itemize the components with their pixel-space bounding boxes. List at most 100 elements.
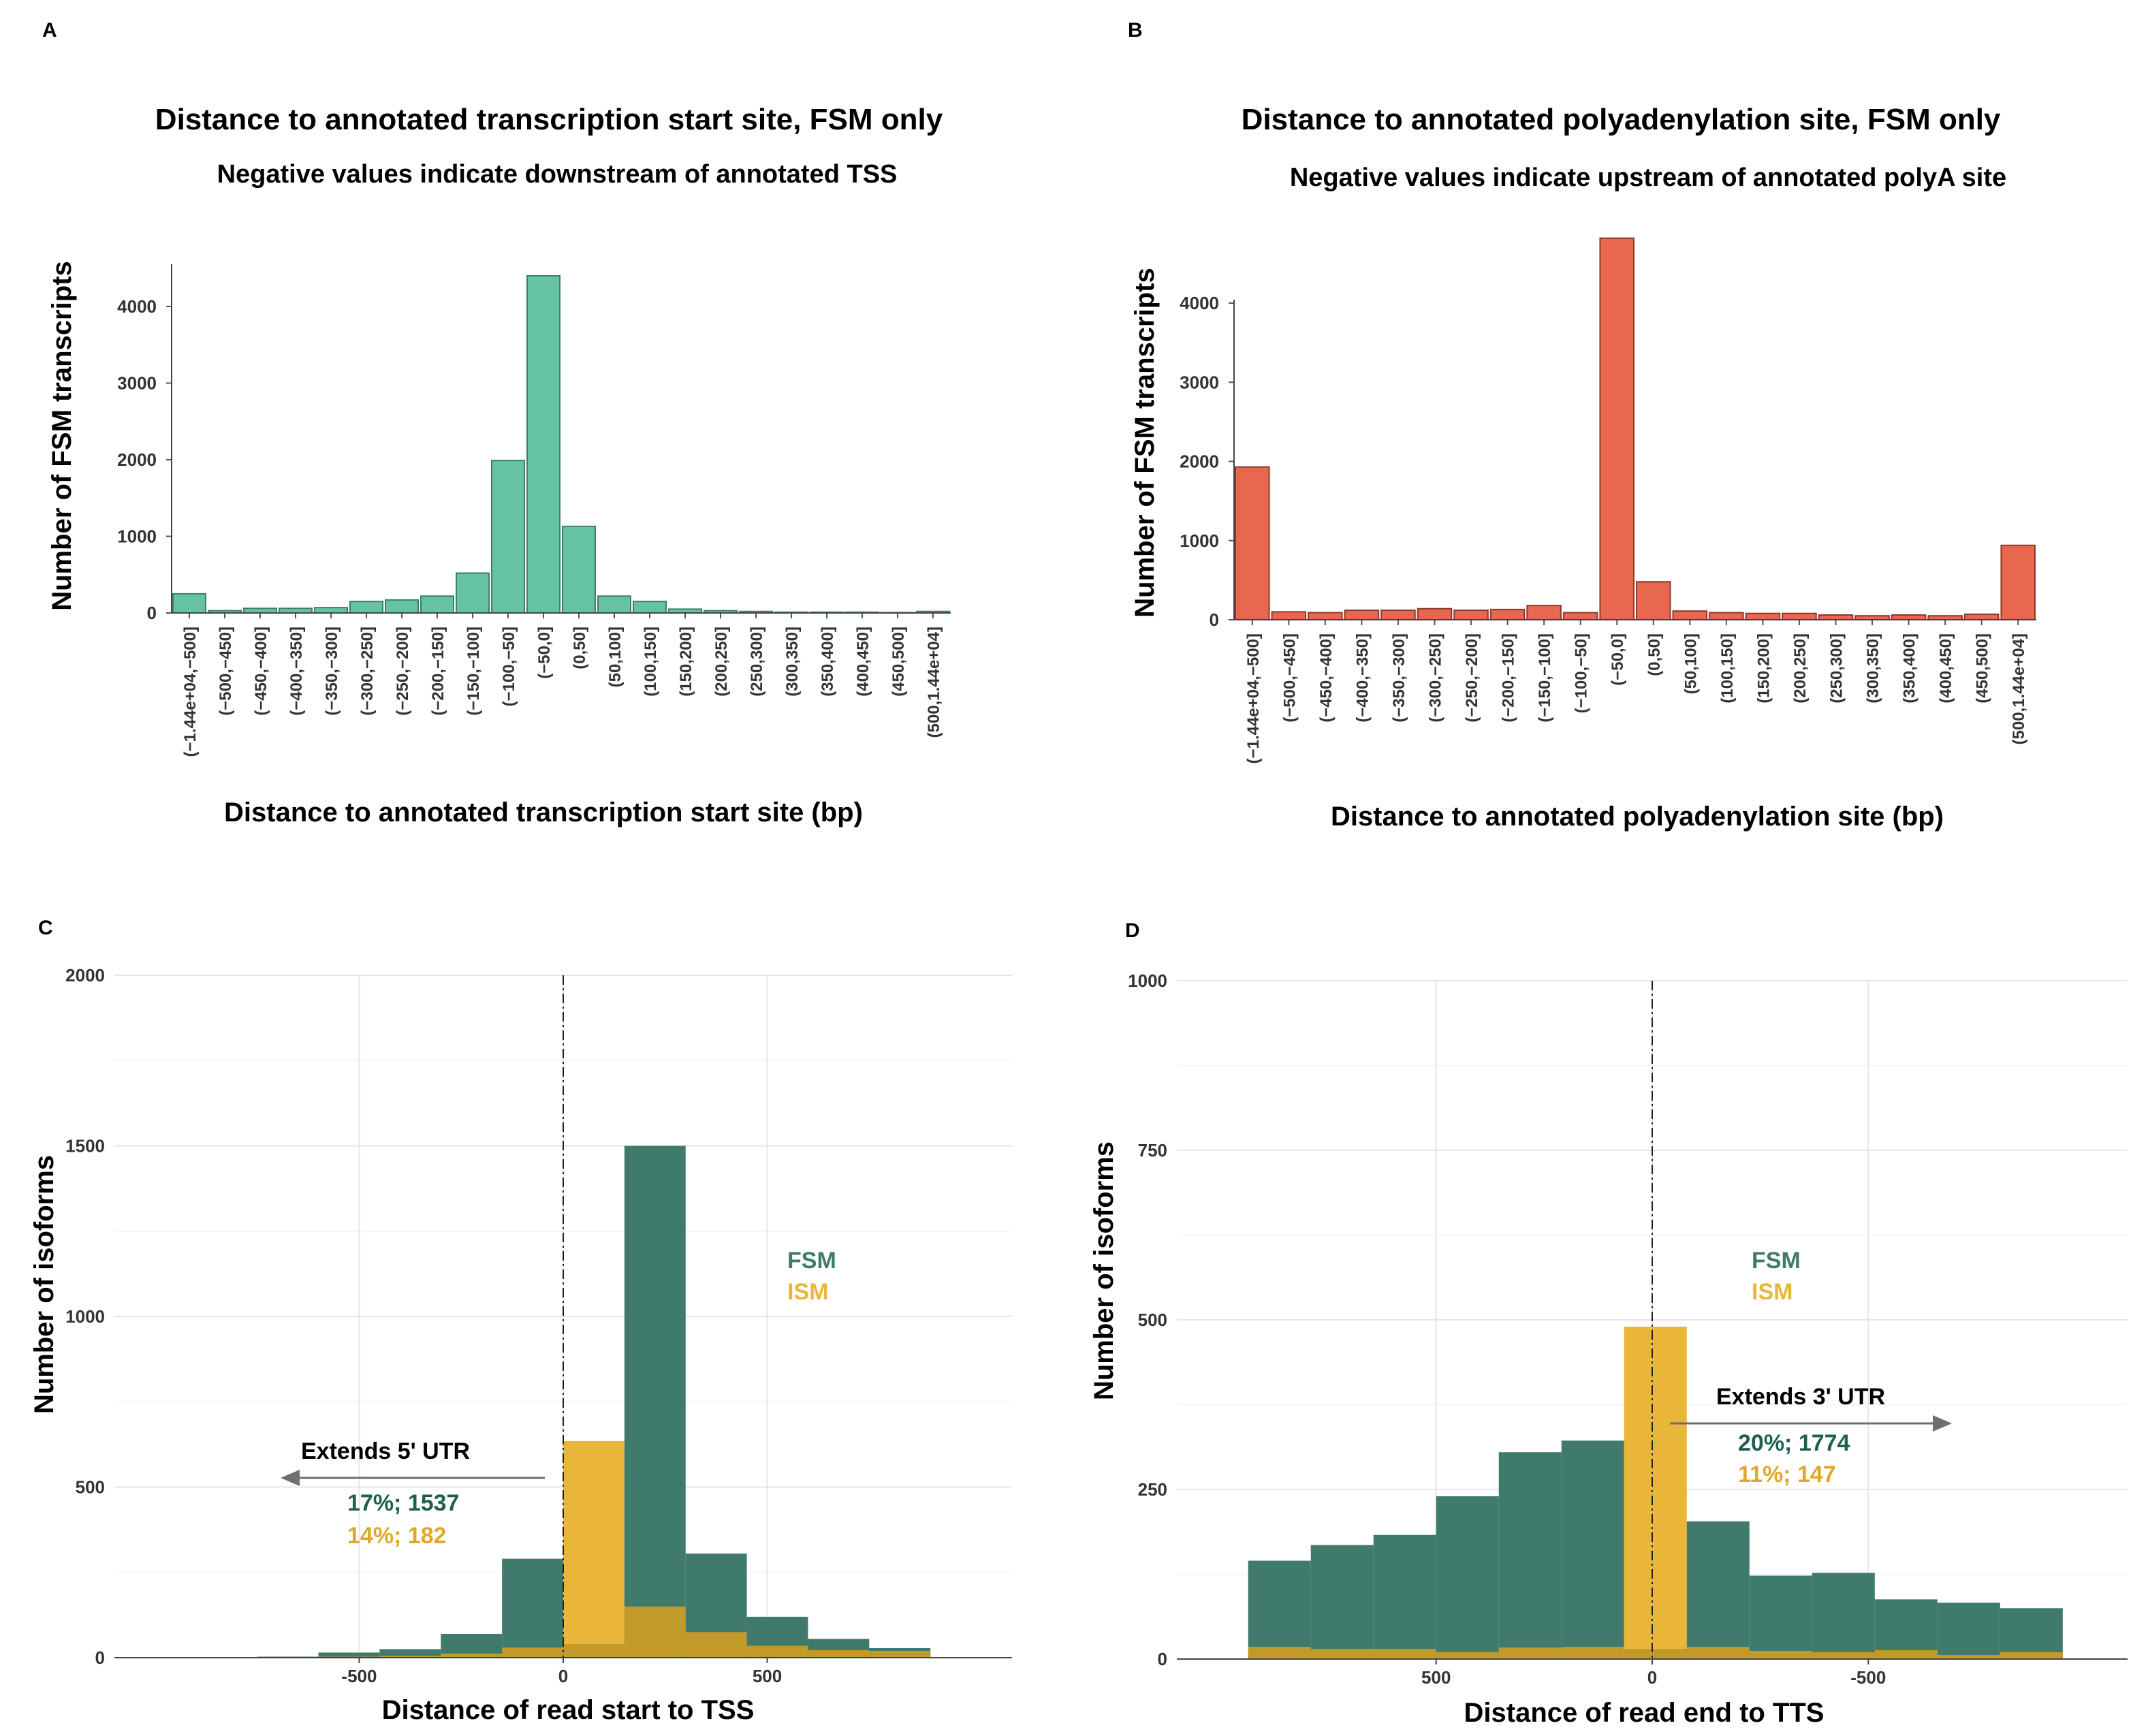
bar [172,593,206,614]
ytick-label: 500 [76,1477,105,1498]
xtick-label: (250,300] [748,627,766,697]
bar [2000,544,2036,620]
xtick-label: (−50,0] [535,627,554,679]
xtick-label: (−300,−250] [1427,633,1445,723]
panel-c-annotation-ism: 14%; 182 [347,1523,447,1549]
xtick-label: (100,150] [642,627,660,697]
ytick-label: 0 [147,603,157,623]
bar-overlap [1624,1649,1687,1659]
bar [1417,607,1453,620]
bar-overlap [1498,1647,1562,1659]
bar [1745,612,1781,621]
bar [1963,613,2000,620]
panel-a-ylabel: Number of FSM transcripts [47,261,77,610]
bar-fsm [1812,1573,1875,1659]
panel-a-yticks: 0 1000 2000 3000 4000 [117,296,172,623]
bar-fsm [502,1558,563,1658]
bar-overlap [808,1650,870,1658]
bar [1562,612,1598,620]
bar [1235,466,1270,621]
panel-c-yticks: 0 500 1000 1500 2000 [65,965,105,1668]
panel-letter-c: C [38,917,53,939]
xtick-label: (−150,−100] [1536,633,1554,723]
xtick-label: -500 [1850,1667,1886,1688]
bar [1489,608,1526,621]
bar-overlap [1373,1649,1436,1659]
bar-overlap [1248,1647,1311,1659]
xtick-label: (500,1.44e+04] [2010,633,2028,744]
xtick-label: (−200,−150] [1500,633,1518,723]
panel-c-legend-ism: ISM [787,1279,828,1305]
xtick-label: (−200,−150] [429,627,447,716]
bar [1672,610,1708,621]
bar-overlap [746,1645,808,1658]
bar-overlap [2000,1652,2063,1659]
bar [243,607,277,614]
panel-c-annotation-fsm: 17%; 1537 [347,1490,459,1516]
bar-overlap [1937,1655,2000,1659]
xtick-label: (0,50] [571,627,589,669]
ytick-label: 2000 [117,449,157,470]
bar-overlap [624,1606,686,1658]
ytick-label: 4000 [117,296,157,317]
xtick-label: (500,1.44e+04] [925,627,943,738]
ytick-label: 1000 [1128,970,1167,991]
bar-fsm [1498,1452,1562,1659]
ytick-label: 1000 [1180,531,1219,551]
panel-d-xlabel: Distance of read end to TTS [1464,1698,1825,1728]
panel-b-subtitle: Negative values indicate upstream of ann… [1290,163,2006,192]
bar [1709,612,1744,620]
xtick-label: (250,300] [1828,633,1846,704]
bar-fsm [1686,1521,1750,1659]
bar-overlap [1749,1651,1812,1659]
panel-d-yticks: 0 250 500 750 1000 [1128,970,1167,1669]
ytick-label: 2000 [65,965,105,985]
bar [1526,605,1562,621]
bar-fsm [1561,1440,1624,1659]
bar-fsm [2000,1608,2063,1659]
bar-overlap [1310,1649,1374,1659]
panel-d-arrow [1670,1415,1952,1432]
bar [279,607,313,614]
xtick-label: (350,400] [819,627,837,697]
bar [1380,610,1416,620]
xtick-label: 500 [753,1666,782,1686]
panel-a-title: Distance to annotated transcription star… [155,103,943,136]
panel-c-ylabel: Number of isoforms [29,1155,59,1414]
bar [491,460,525,614]
bar-ism [563,1440,625,1658]
bar-fsm [1874,1599,1938,1659]
bar-fsm [1373,1534,1436,1659]
xtick-label: (−400,−350] [1353,633,1372,723]
xtick-label: (−300,−250] [358,627,377,716]
xtick-label: (−150,−100] [464,627,483,716]
bar-fsm [1310,1545,1374,1659]
bar-fsm [1248,1560,1311,1659]
bar-fsm [379,1649,441,1658]
bar [562,525,596,614]
ytick-label: 1500 [65,1136,105,1156]
bar-ism [1624,1326,1687,1659]
bar [633,601,667,614]
panel-b-yticks: 0 1000 2000 3000 4000 [1180,293,1234,630]
panel-d-bars [1248,1326,2063,1659]
bar-overlap [869,1650,931,1658]
bar [1453,610,1489,620]
bar [1271,611,1307,620]
xtick-label: (100,150] [1718,633,1737,704]
bar-overlap [1561,1647,1624,1659]
panel-b-ylabel: Number of FSM transcripts [1130,268,1160,617]
bar [1818,614,1854,621]
xtick-label: (−100,−50] [500,627,518,706]
panel-d-annotation-fsm: 20%; 1774 [1738,1430,1850,1456]
bar-fsm [1436,1496,1499,1659]
bar-overlap [1436,1652,1499,1659]
bar [1782,612,1817,621]
bar-overlap [441,1653,503,1658]
panel-letter-d: D [1125,919,1140,942]
bar-overlap [1812,1652,1875,1659]
xtick-label: (400,450] [1937,633,1955,704]
bar [1308,612,1343,620]
xtick-label: (150,200] [1754,633,1773,704]
